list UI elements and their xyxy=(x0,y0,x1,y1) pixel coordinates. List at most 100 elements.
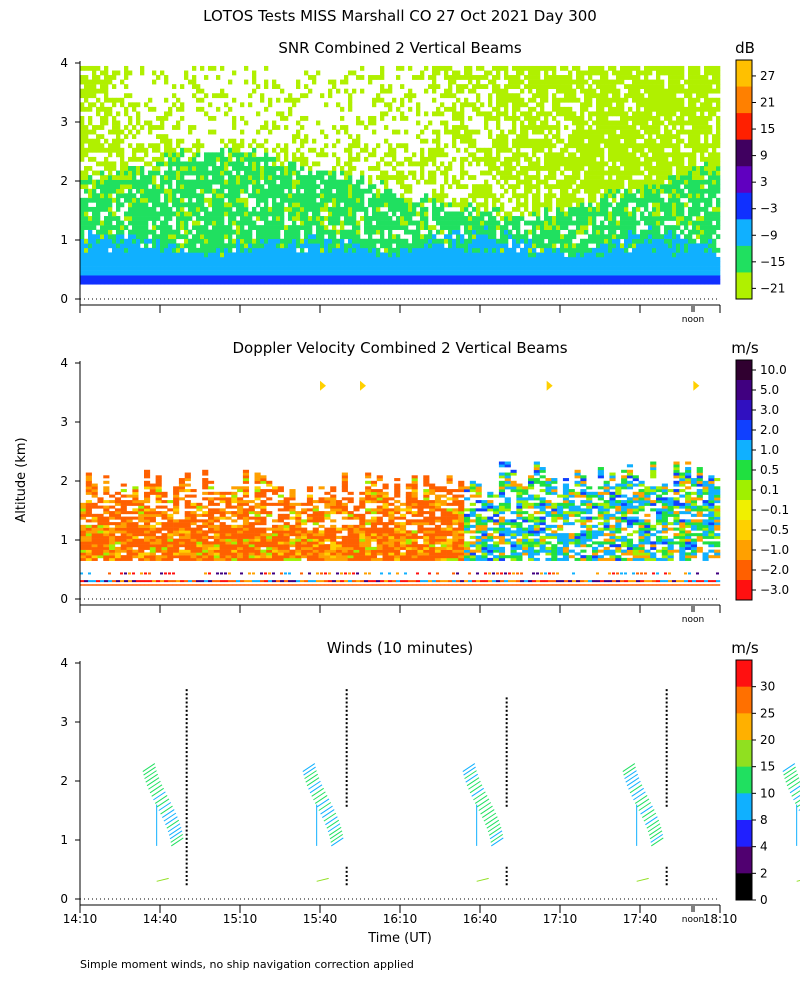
snr-cell xyxy=(500,275,505,281)
snr-cell xyxy=(632,243,637,249)
snr-cell xyxy=(132,225,137,230)
snr-cell xyxy=(432,206,437,212)
snr-cell xyxy=(256,84,261,89)
snr-cell xyxy=(472,156,477,162)
snr-cell xyxy=(352,216,357,221)
snr-cell xyxy=(280,275,285,281)
snr-cell xyxy=(664,138,669,144)
snr-cell xyxy=(496,65,501,71)
snr-cell xyxy=(536,225,541,230)
snr-cell xyxy=(84,175,89,180)
snr-cell xyxy=(140,238,145,244)
snr-cell xyxy=(208,261,213,267)
snr-cell xyxy=(268,220,273,226)
snr-cell xyxy=(388,225,393,230)
snr-cell xyxy=(200,179,205,185)
snr-cell xyxy=(244,247,249,253)
snr-cell xyxy=(164,247,169,253)
snr-cell xyxy=(188,170,193,176)
snr-cell xyxy=(220,220,225,226)
snr-cell xyxy=(308,275,313,281)
snr-cell xyxy=(644,179,649,185)
snr-cell xyxy=(196,202,201,208)
snr-cell xyxy=(116,147,121,153)
snr-cell xyxy=(440,275,445,281)
snr-cell xyxy=(540,247,545,253)
snr-cell xyxy=(376,252,381,258)
snr-cell xyxy=(452,266,457,271)
snr-cell xyxy=(588,65,593,71)
snr-cell xyxy=(380,97,385,103)
snr-cell xyxy=(296,170,301,176)
snr-cell xyxy=(192,84,197,89)
snr-cell xyxy=(336,138,341,144)
snr-cell xyxy=(532,79,537,85)
snr-cell xyxy=(560,234,565,240)
snr-cell xyxy=(616,170,621,176)
snr-cell xyxy=(504,138,509,144)
snr-cell xyxy=(180,234,185,240)
snr-cell xyxy=(356,184,361,190)
snr-cell xyxy=(680,106,685,112)
snr-cell xyxy=(268,229,273,235)
snr-cell xyxy=(508,252,513,258)
snr-cell xyxy=(212,152,217,158)
snr-cell xyxy=(400,97,405,103)
snr-cell xyxy=(296,129,301,135)
snr-cell xyxy=(392,156,397,162)
snr-cell xyxy=(240,275,245,281)
snr-cell xyxy=(564,211,569,217)
snr-cell xyxy=(312,279,317,285)
snr-cell xyxy=(220,188,225,194)
snr-cell xyxy=(412,266,417,271)
snr-cell xyxy=(348,147,353,153)
snr-cell xyxy=(212,197,217,203)
snr-cell xyxy=(516,115,521,121)
snr-cell xyxy=(276,238,281,244)
snr-cell xyxy=(648,275,653,281)
snr-cell xyxy=(156,243,161,249)
snr-cell xyxy=(300,138,305,144)
snr-cell xyxy=(120,238,125,244)
snr-cell xyxy=(648,266,653,271)
snr-cell xyxy=(392,197,397,203)
snr-cell xyxy=(500,216,505,221)
snr-cell xyxy=(112,234,117,240)
snr-cell xyxy=(268,270,273,276)
snr-cell xyxy=(548,166,553,171)
snr-cell xyxy=(448,243,453,249)
snr-cell xyxy=(536,256,541,262)
snr-cell xyxy=(632,84,637,89)
snr-cell xyxy=(276,206,281,212)
snr-cell xyxy=(660,247,665,253)
snr-cell xyxy=(544,270,549,276)
snr-cell xyxy=(144,238,149,244)
snr-cell xyxy=(264,225,269,230)
snr-cell xyxy=(664,88,669,94)
snr-cell xyxy=(344,125,349,130)
snr-cell xyxy=(268,261,273,267)
snr-cell xyxy=(636,120,641,126)
snr-cell xyxy=(604,102,609,108)
snr-cell xyxy=(208,179,213,185)
snr-cell xyxy=(536,175,541,180)
snr-cell xyxy=(532,238,537,244)
snr-cell xyxy=(288,184,293,190)
snr-cell xyxy=(640,93,645,99)
snr-cell xyxy=(564,197,569,203)
snr-cell xyxy=(216,238,221,244)
snr-cell xyxy=(152,266,157,271)
snr-cell xyxy=(568,206,573,212)
snr-cell xyxy=(220,243,225,249)
snr-cell xyxy=(488,279,493,285)
snr-cell xyxy=(620,270,625,276)
snr-cell xyxy=(484,193,489,199)
snr-cell xyxy=(80,252,85,258)
snr-cell xyxy=(296,184,301,190)
snr-cell xyxy=(216,170,221,176)
snr-cell xyxy=(416,229,421,235)
snr-cell xyxy=(88,252,93,258)
snr-cell xyxy=(464,147,469,153)
snr-cell xyxy=(596,243,601,249)
snr-cell xyxy=(412,256,417,262)
